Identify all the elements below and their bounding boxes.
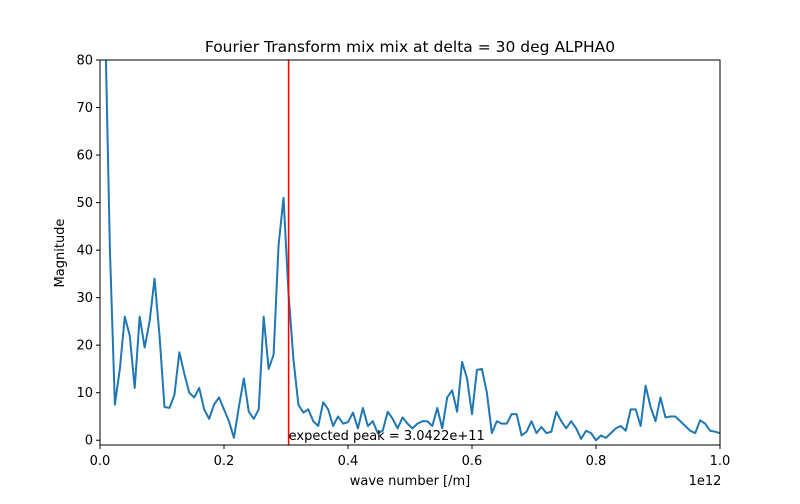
y-axis-label: Magnitude [53,219,68,288]
y-tick-label: 70 [76,101,93,116]
x-tick-label: 0.2 [214,454,235,469]
x-tick-label: 0.6 [462,454,483,469]
x-tick-label: 1.0 [710,454,731,469]
y-tick-label: 80 [76,54,93,69]
y-tick-label: 20 [76,339,93,354]
plot-frame [99,59,721,446]
x-tick-label: 0.0 [90,454,111,469]
y-tick-label: 60 [76,149,93,164]
line-series [104,60,720,442]
expected-peak-label: expected peak = 3.0422e+11 [289,429,485,444]
x-tick-label: 0.8 [586,454,607,469]
y-tick-label: 30 [76,291,93,306]
plot-area [104,60,720,442]
y-tick-label: 40 [76,244,93,259]
y-tick-label: 10 [76,386,93,401]
x-axis-label: wave number [/m] [350,474,470,489]
x-tick-label: 0.4 [338,454,359,469]
y-tick-label: 50 [76,196,93,211]
y-tick-label: 0 [85,434,93,449]
x-offset-label: 1e12 [689,474,722,489]
chart-title: Fourier Transform mix mix at delta = 30 … [205,38,615,56]
